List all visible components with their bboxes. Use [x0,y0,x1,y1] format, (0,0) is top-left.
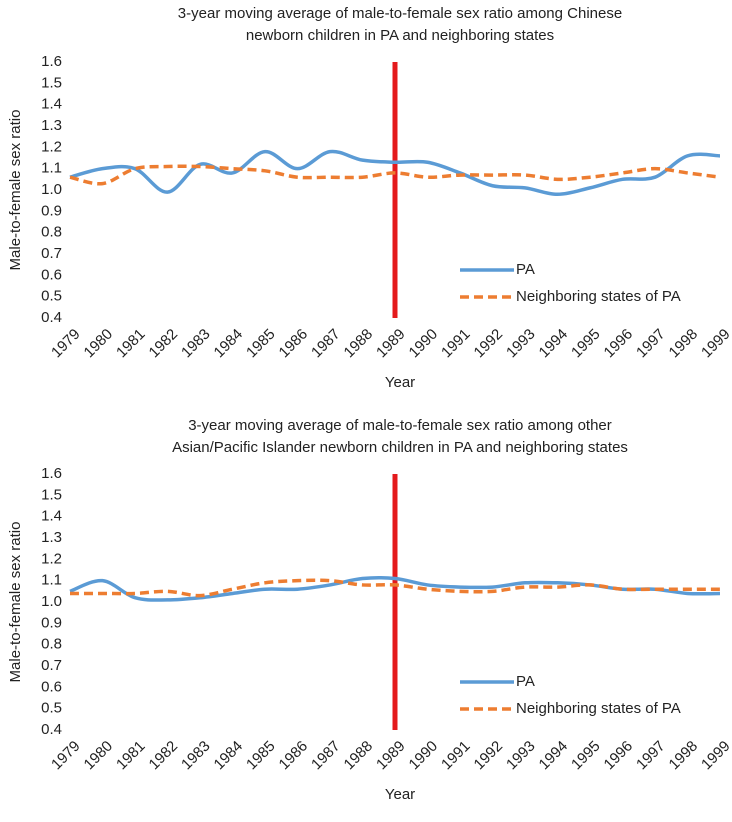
x-tick-label: 1979 [48,738,84,774]
x-tick-label: 1992 [471,738,507,774]
x-tick-label: 1985 [243,326,279,362]
y-tick-label: 0.8 [41,224,62,241]
x-tick-label: 1979 [48,326,84,362]
x-tick-label: 1995 [568,326,604,362]
y-tick-label: 1.0 [41,593,62,610]
chart-title: 3-year moving average of male-to-female … [188,417,612,434]
x-tick-label: 1988 [341,326,377,362]
series-line [70,578,720,598]
x-tick-label: 1997 [633,738,669,774]
legend-label: PA [516,261,535,278]
chart-title: 3-year moving average of male-to-female … [178,5,622,22]
y-tick-label: 0.6 [41,678,62,695]
x-tick-label: 1996 [601,738,637,774]
y-tick-label: 1.4 [41,96,62,113]
x-tick-label: 1989 [373,326,409,362]
x-tick-label: 1991 [438,738,474,774]
y-tick-label: 1.3 [41,529,62,546]
x-axis-title: Year [385,786,415,803]
y-tick-label: 0.5 [41,700,62,717]
y-tick-label: 1.2 [41,550,62,567]
x-tick-label: 1987 [308,738,344,774]
x-tick-label: 1991 [438,326,474,362]
x-tick-label: 1988 [341,738,377,774]
x-tick-label: 1986 [276,738,312,774]
y-tick-label: 0.8 [41,636,62,653]
legend-label: Neighboring states of PA [516,288,681,305]
y-tick-label: 1.4 [41,508,62,525]
x-tick-label: 1990 [406,738,442,774]
x-tick-label: 1998 [666,326,702,362]
x-tick-label: 1984 [211,738,247,774]
x-tick-label: 1992 [471,326,507,362]
legend-label: Neighboring states of PA [516,700,681,717]
x-tick-label: 1980 [81,326,117,362]
y-tick-label: 1.3 [41,117,62,134]
x-tick-label: 1983 [178,326,214,362]
x-tick-label: 1995 [568,738,604,774]
x-tick-label: 1986 [276,326,312,362]
y-tick-label: 0.9 [41,202,62,219]
series-line [69,164,721,186]
x-tick-label: 1989 [373,738,409,774]
x-tick-label: 1981 [113,326,149,362]
chart-title: Asian/Pacific Islander newborn children … [172,439,628,456]
x-tick-label: 1996 [601,326,637,362]
x-tick-label: 1993 [503,326,539,362]
chart-title: newborn children in PA and neighboring s… [246,27,554,44]
y-tick-label: 1.0 [41,181,62,198]
y-tick-label: 0.4 [41,721,62,738]
x-tick-label: 1984 [211,326,247,362]
legend-label: PA [516,673,535,690]
y-tick-label: 1.5 [41,486,62,503]
y-tick-label: 0.6 [41,266,62,283]
x-tick-label: 1987 [308,326,344,362]
x-tick-label: 1999 [698,326,732,362]
x-tick-label: 1980 [81,738,117,774]
y-tick-label: 0.4 [41,309,62,326]
x-tick-label: 1994 [536,738,572,774]
y-tick-label: 1.5 [41,74,62,91]
y-tick-label: 1.6 [41,465,62,482]
x-tick-label: 1983 [178,738,214,774]
y-tick-label: 1.6 [41,53,62,70]
series-line [69,149,721,197]
x-tick-label: 1993 [503,738,539,774]
x-tick-label: 1985 [243,738,279,774]
y-tick-label: 1.2 [41,138,62,155]
x-tick-label: 1998 [666,738,702,774]
x-tick-label: 1982 [146,738,182,774]
x-tick-label: 1982 [146,326,182,362]
y-tick-label: 0.5 [41,288,62,305]
y-axis-title: Male-to-female sex ratio [7,110,24,271]
x-axis-title: Year [385,374,415,391]
y-tick-label: 1.1 [41,160,62,177]
x-tick-label: 1999 [698,738,732,774]
x-tick-label: 1990 [406,326,442,362]
y-tick-label: 0.7 [41,657,62,674]
y-tick-label: 0.7 [41,245,62,262]
x-tick-label: 1994 [536,326,572,362]
x-tick-label: 1997 [633,326,669,362]
y-axis-title: Male-to-female sex ratio [7,522,24,683]
y-tick-label: 0.9 [41,614,62,631]
y-tick-label: 1.1 [41,572,62,589]
x-tick-label: 1981 [113,738,149,774]
